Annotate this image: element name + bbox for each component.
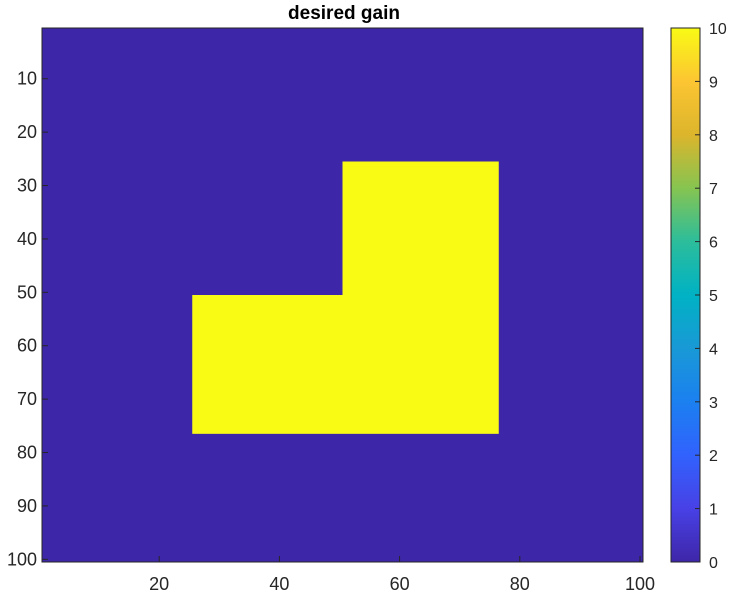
- x-tick-label: 60: [390, 574, 410, 594]
- x-axis-ticks: 20 40 60 80 100: [149, 556, 655, 594]
- colorbar-tick-label: 0: [709, 555, 718, 572]
- colorbar-tick-label: 1: [709, 502, 718, 519]
- y-tick-label: 70: [17, 389, 37, 409]
- y-tick-label: 10: [17, 69, 37, 89]
- colorbar-border: [670, 27, 701, 563]
- y-tick-label: 40: [17, 229, 37, 249]
- y-tick-label: 20: [17, 122, 37, 142]
- y-tick-label: 90: [17, 496, 37, 516]
- y-tick-label: 80: [17, 443, 37, 463]
- colorbar-tick-label: 6: [709, 235, 718, 252]
- colorbar-tick-label: 7: [709, 181, 718, 198]
- heatmap-regions: [192, 161, 499, 434]
- heatmap-region-2: [342, 161, 499, 295]
- colorbar-tick-label: 4: [709, 341, 718, 358]
- colorbar-ticks: 0 1 2 3 4 5 6 7 8 9 10: [695, 21, 727, 572]
- y-tick-label: 50: [17, 282, 37, 302]
- colorbar-tick-label: 2: [709, 448, 718, 465]
- y-tick-label: 60: [17, 336, 37, 356]
- colorbar-tick-label: 3: [709, 395, 718, 412]
- y-axis-ticks: 10 20 30 40 50 60 70 80 90 100: [7, 69, 48, 569]
- colorbar: 0 1 2 3 4 5 6 7 8 9 10: [671, 21, 727, 572]
- colorbar-tick-label: 8: [709, 128, 718, 145]
- colorbar-tick-label: 5: [709, 288, 718, 305]
- y-tick-label: 30: [17, 176, 37, 196]
- chart-title: desired gain: [288, 3, 400, 24]
- plot-border: [41, 27, 644, 563]
- heatmap-region-1: [192, 295, 499, 434]
- plot-area: [42, 28, 643, 562]
- x-tick-label: 80: [510, 574, 530, 594]
- x-tick-label: 20: [149, 574, 169, 594]
- colorbar-tick-label: 9: [709, 74, 718, 91]
- x-tick-label: 40: [269, 574, 289, 594]
- x-tick-label: 100: [625, 574, 655, 594]
- y-tick-label: 100: [7, 549, 37, 569]
- colorbar-tick-label: 10: [709, 21, 727, 38]
